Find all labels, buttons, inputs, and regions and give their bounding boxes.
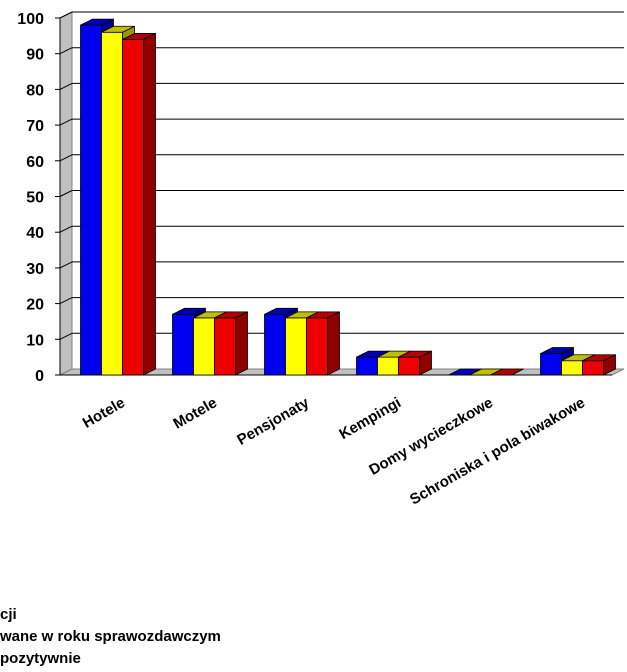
gridline-diag bbox=[59, 261, 73, 269]
bar bbox=[582, 354, 616, 376]
bar-top bbox=[540, 347, 574, 354]
y-tick-label: 20 bbox=[26, 297, 44, 314]
gridline-diag bbox=[59, 332, 73, 340]
bar-front bbox=[582, 360, 604, 376]
y-tick-label: 100 bbox=[17, 11, 44, 28]
bar-top bbox=[490, 368, 524, 376]
bar-top bbox=[306, 311, 340, 319]
bar bbox=[398, 350, 432, 376]
gridline-diag bbox=[59, 154, 73, 162]
legend-item-2: wane w roku sprawozdawczym bbox=[0, 628, 221, 645]
bar-top bbox=[80, 18, 114, 26]
bar-side bbox=[327, 311, 340, 376]
bar-front bbox=[193, 317, 215, 376]
bar-top bbox=[122, 33, 156, 40]
bar-front bbox=[172, 313, 194, 376]
bar-front bbox=[214, 317, 236, 376]
x-category-label: Hotele bbox=[80, 394, 128, 432]
gridlines bbox=[55, 11, 624, 376]
y-tick-label: 40 bbox=[26, 225, 44, 242]
y-tick-label: 70 bbox=[26, 118, 44, 135]
y-tick-label: 10 bbox=[26, 332, 44, 349]
bar bbox=[214, 311, 248, 376]
gridline-diag bbox=[59, 47, 73, 55]
bar-side bbox=[235, 311, 248, 376]
x-category-label: Kempingi bbox=[336, 394, 404, 443]
y-tick-label: 50 bbox=[26, 190, 44, 207]
bar bbox=[122, 32, 156, 376]
gridline-diag bbox=[59, 118, 73, 126]
bar-front bbox=[306, 317, 328, 376]
gridline-diag bbox=[59, 297, 73, 305]
y-tick-label: 0 bbox=[35, 368, 44, 385]
gridline-diag bbox=[59, 225, 73, 233]
y-tick-label: 80 bbox=[26, 82, 44, 99]
bar-front bbox=[540, 353, 562, 376]
y-tick-label: 30 bbox=[26, 261, 44, 278]
bar-top bbox=[264, 307, 298, 315]
y-tick-label: 90 bbox=[26, 47, 44, 64]
bar-front bbox=[377, 356, 399, 376]
x-category-label: Pensjonaty bbox=[234, 394, 312, 449]
bar-front bbox=[561, 360, 583, 376]
bar-front bbox=[122, 39, 144, 376]
bar-top bbox=[101, 25, 135, 33]
x-category-label: Motele bbox=[170, 394, 220, 432]
bar-top bbox=[582, 354, 616, 362]
bar bbox=[490, 368, 524, 376]
x-category-label: Schroniska i pola biwakowe bbox=[407, 394, 588, 508]
bar-front bbox=[285, 317, 307, 376]
legend-item-1: cji bbox=[0, 606, 17, 623]
bar-front bbox=[80, 24, 102, 376]
bar-top bbox=[214, 311, 248, 319]
bar-side bbox=[143, 32, 156, 376]
y-tick-labels: 0 10 20 30 40 50 60 70 80 90 100 bbox=[17, 11, 44, 385]
gridline-diag bbox=[59, 82, 73, 90]
gridline-diag bbox=[59, 11, 73, 19]
bar bbox=[306, 311, 340, 376]
bar-front bbox=[264, 313, 286, 376]
bars bbox=[80, 18, 616, 376]
gridline-diag bbox=[59, 190, 73, 197]
bar-front bbox=[101, 31, 123, 376]
y-tick-label: 60 bbox=[26, 154, 44, 171]
bar-top bbox=[172, 307, 206, 315]
legend-item-3: pozytywnie bbox=[0, 650, 81, 667]
bar-front bbox=[356, 356, 378, 376]
bar-front bbox=[398, 356, 420, 376]
bar-top bbox=[398, 350, 432, 358]
